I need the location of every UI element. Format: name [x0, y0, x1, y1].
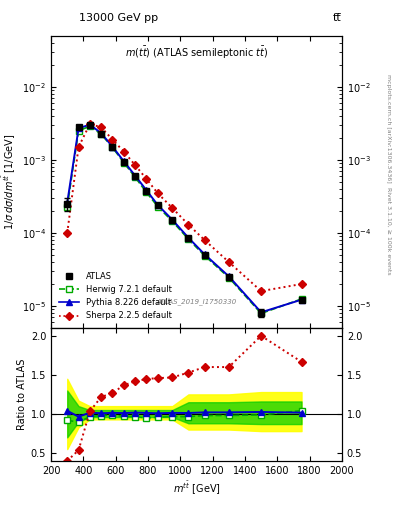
Text: 13000 GeV pp: 13000 GeV pp	[79, 13, 158, 23]
Y-axis label: $1/\sigma\,d\sigma/dm^{t\bar{t}}$ [1/GeV]: $1/\sigma\,d\sigma/dm^{t\bar{t}}$ [1/GeV…	[1, 134, 18, 230]
Legend: ATLAS, Herwig 7.2.1 default, Pythia 8.226 default, Sherpa 2.2.5 default: ATLAS, Herwig 7.2.1 default, Pythia 8.22…	[55, 269, 175, 324]
X-axis label: $m^{t\bar{t}}$ [GeV]: $m^{t\bar{t}}$ [GeV]	[173, 480, 220, 497]
Text: tt̅: tt̅	[333, 13, 342, 23]
Y-axis label: Ratio to ATLAS: Ratio to ATLAS	[17, 359, 27, 430]
Text: $m(t\bar{t})$ (ATLAS semileptonic $t\bar{t}$): $m(t\bar{t})$ (ATLAS semileptonic $t\bar…	[125, 45, 268, 60]
Text: Rivet 3.1.10, ≥ 100k events: Rivet 3.1.10, ≥ 100k events	[386, 186, 391, 274]
Text: ATLAS_2019_I1750330: ATLAS_2019_I1750330	[156, 298, 237, 305]
Text: mcplots.cern.ch [arXiv:1306.3436]: mcplots.cern.ch [arXiv:1306.3436]	[386, 74, 391, 182]
